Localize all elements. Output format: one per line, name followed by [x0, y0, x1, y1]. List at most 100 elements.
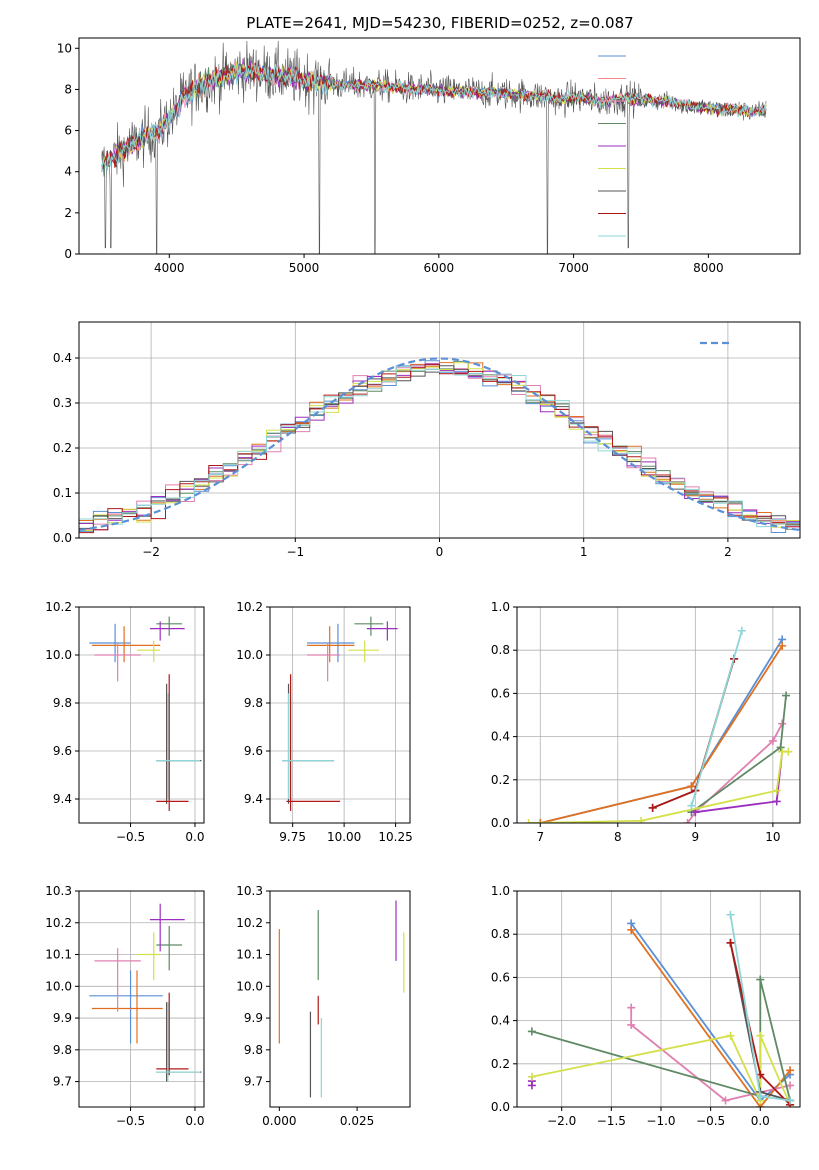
weight-marker	[778, 641, 787, 650]
x-tick-label: 0.0	[185, 1114, 204, 1128]
x-tick-label: 8	[614, 830, 622, 844]
y-tick-label: 10.1	[236, 948, 263, 962]
weight-marker	[786, 1066, 795, 1075]
y-tick-label: 9.4	[244, 792, 263, 806]
axes-frame	[516, 890, 801, 1108]
x-tick-label: 0	[436, 545, 444, 559]
weight-marker	[726, 910, 735, 919]
y-tick-label: 10.3	[45, 884, 72, 898]
panel-mass_vs_EBV: 0.000 0.025 9.7 9.8 9.9 10.0 10.1 10.2 10.3	[236, 884, 411, 1128]
x-tick-label: 0.0	[185, 830, 204, 844]
weight-marker	[726, 1031, 735, 1040]
axes-frame	[78, 606, 205, 824]
legend	[598, 55, 626, 237]
x-tick-label: 2	[724, 545, 732, 559]
y-tick-label: 9.8	[244, 1043, 263, 1057]
y-tick-label: 10.0	[236, 979, 263, 993]
y-tick-label: 9.8	[53, 696, 72, 710]
y-tick-label: 2	[64, 206, 72, 220]
plot-area	[527, 910, 795, 1107]
weight-marker	[721, 1096, 730, 1105]
weight-marker	[756, 1092, 765, 1101]
weight-marker	[737, 626, 746, 635]
model-spectrum-line	[101, 63, 767, 171]
plot-area	[79, 357, 800, 537]
x-tick-label: 9	[692, 830, 700, 844]
y-tick-label: 10.2	[236, 916, 263, 930]
x-tick-label: 0.0	[751, 1114, 770, 1128]
y-tick-label: 0.0	[491, 816, 510, 830]
axes-frame	[269, 890, 411, 1108]
panel-residual_histogram: −2 −1 0 1 2 0.0 0.1 0.2 0.3 0.4	[53, 321, 801, 559]
panel-spectrum: 4000 5000 6000 7000 8000 0 2 4 6 8 10	[57, 37, 801, 275]
x-tick-label: 6000	[424, 261, 455, 275]
x-tick-label: 10	[765, 830, 780, 844]
y-tick-label: 10	[57, 41, 72, 55]
x-tick-label: −1	[286, 545, 304, 559]
weight-marker	[756, 975, 765, 984]
y-tick-label: 0.0	[491, 1100, 510, 1114]
weight-marker	[786, 1096, 795, 1105]
weight-marker	[756, 1031, 765, 1040]
y-tick-label: 0.0	[53, 531, 72, 545]
panel-age_vs_Z: −0.5 0.0 9.4 9.6 9.8 10.0 10.2	[45, 600, 204, 844]
weight-marker	[786, 1081, 795, 1090]
y-tick-label: 10.1	[45, 948, 72, 962]
y-tick-label: 0.3	[53, 396, 72, 410]
y-tick-label: 0.4	[491, 730, 510, 744]
y-tick-label: 9.4	[53, 792, 72, 806]
x-tick-label: −0.5	[116, 1114, 145, 1128]
y-tick-label: 0.1	[53, 486, 72, 500]
panel-mass_vs_Z: −0.5 0.0 9.7 9.8 9.9 10.0 10.1 10.2 10.3	[45, 884, 204, 1128]
histogram-series	[79, 366, 800, 528]
x-tick-label: −0.5	[696, 1114, 725, 1128]
y-tick-label: 10.0	[236, 648, 263, 662]
y-tick-label: 0.6	[491, 970, 510, 984]
x-tick-label: 7000	[558, 261, 589, 275]
weight-marker	[637, 816, 646, 823]
plot-area	[282, 616, 398, 811]
y-tick-label: 10.3	[236, 884, 263, 898]
x-tick-label: −0.5	[116, 830, 145, 844]
axes-frame	[78, 37, 801, 255]
weight-marker	[527, 1027, 536, 1036]
x-tick-label: 7	[536, 830, 544, 844]
weight-marker	[784, 747, 793, 756]
weight-marker	[776, 743, 785, 752]
y-tick-label: 10.2	[45, 600, 72, 614]
weight-marker	[527, 1072, 536, 1081]
x-tick-label: 10.25	[378, 830, 412, 844]
panel-age_vs_mass: 9.75 10.00 10.25 9.4 9.6 9.8 10.0 10.2	[236, 600, 412, 844]
y-tick-label: 6	[64, 124, 72, 138]
plot-area	[89, 903, 202, 1082]
y-tick-label: 9.9	[244, 1011, 263, 1025]
panel-mass_weight_vs_Z: −2.0 −1.5 −1.0 −0.5 0.0 0.0 0.2 0.4 0.6 0.8 1.0	[491, 884, 801, 1128]
y-tick-label: 0.4	[491, 1014, 510, 1028]
y-tick-label: 9.8	[53, 1043, 72, 1057]
x-tick-label: −2.0	[547, 1114, 576, 1128]
x-tick-label: 4000	[154, 261, 185, 275]
plot-area	[101, 40, 767, 254]
weight-series-line	[686, 723, 783, 823]
weight-marker	[683, 819, 692, 823]
y-tick-label: 1.0	[491, 884, 510, 898]
x-tick-label: −1.0	[646, 1114, 675, 1128]
panel-mass_weight_vs_age: 7 8 9 10 0.0 0.2 0.4 0.6 0.8 1.0	[491, 600, 801, 844]
y-tick-label: 8	[64, 82, 72, 96]
x-tick-label: −1.5	[597, 1114, 626, 1128]
y-tick-label: 0	[64, 247, 72, 261]
figure-title: PLATE=2641, MJD=54230, FIBERID=0252, z=0…	[246, 14, 633, 32]
axes-frame	[78, 890, 205, 1108]
weight-marker	[726, 938, 735, 947]
y-tick-label: 9.6	[244, 744, 263, 758]
weight-marker	[536, 819, 545, 823]
y-tick-label: 0.2	[53, 441, 72, 455]
x-tick-label: 5000	[289, 261, 320, 275]
y-tick-label: 10.0	[45, 648, 72, 662]
y-tick-label: 10.2	[236, 600, 263, 614]
axes-frame	[516, 606, 801, 824]
weight-marker	[627, 925, 636, 934]
y-tick-label: 9.9	[53, 1011, 72, 1025]
y-tick-label: 4	[64, 165, 72, 179]
